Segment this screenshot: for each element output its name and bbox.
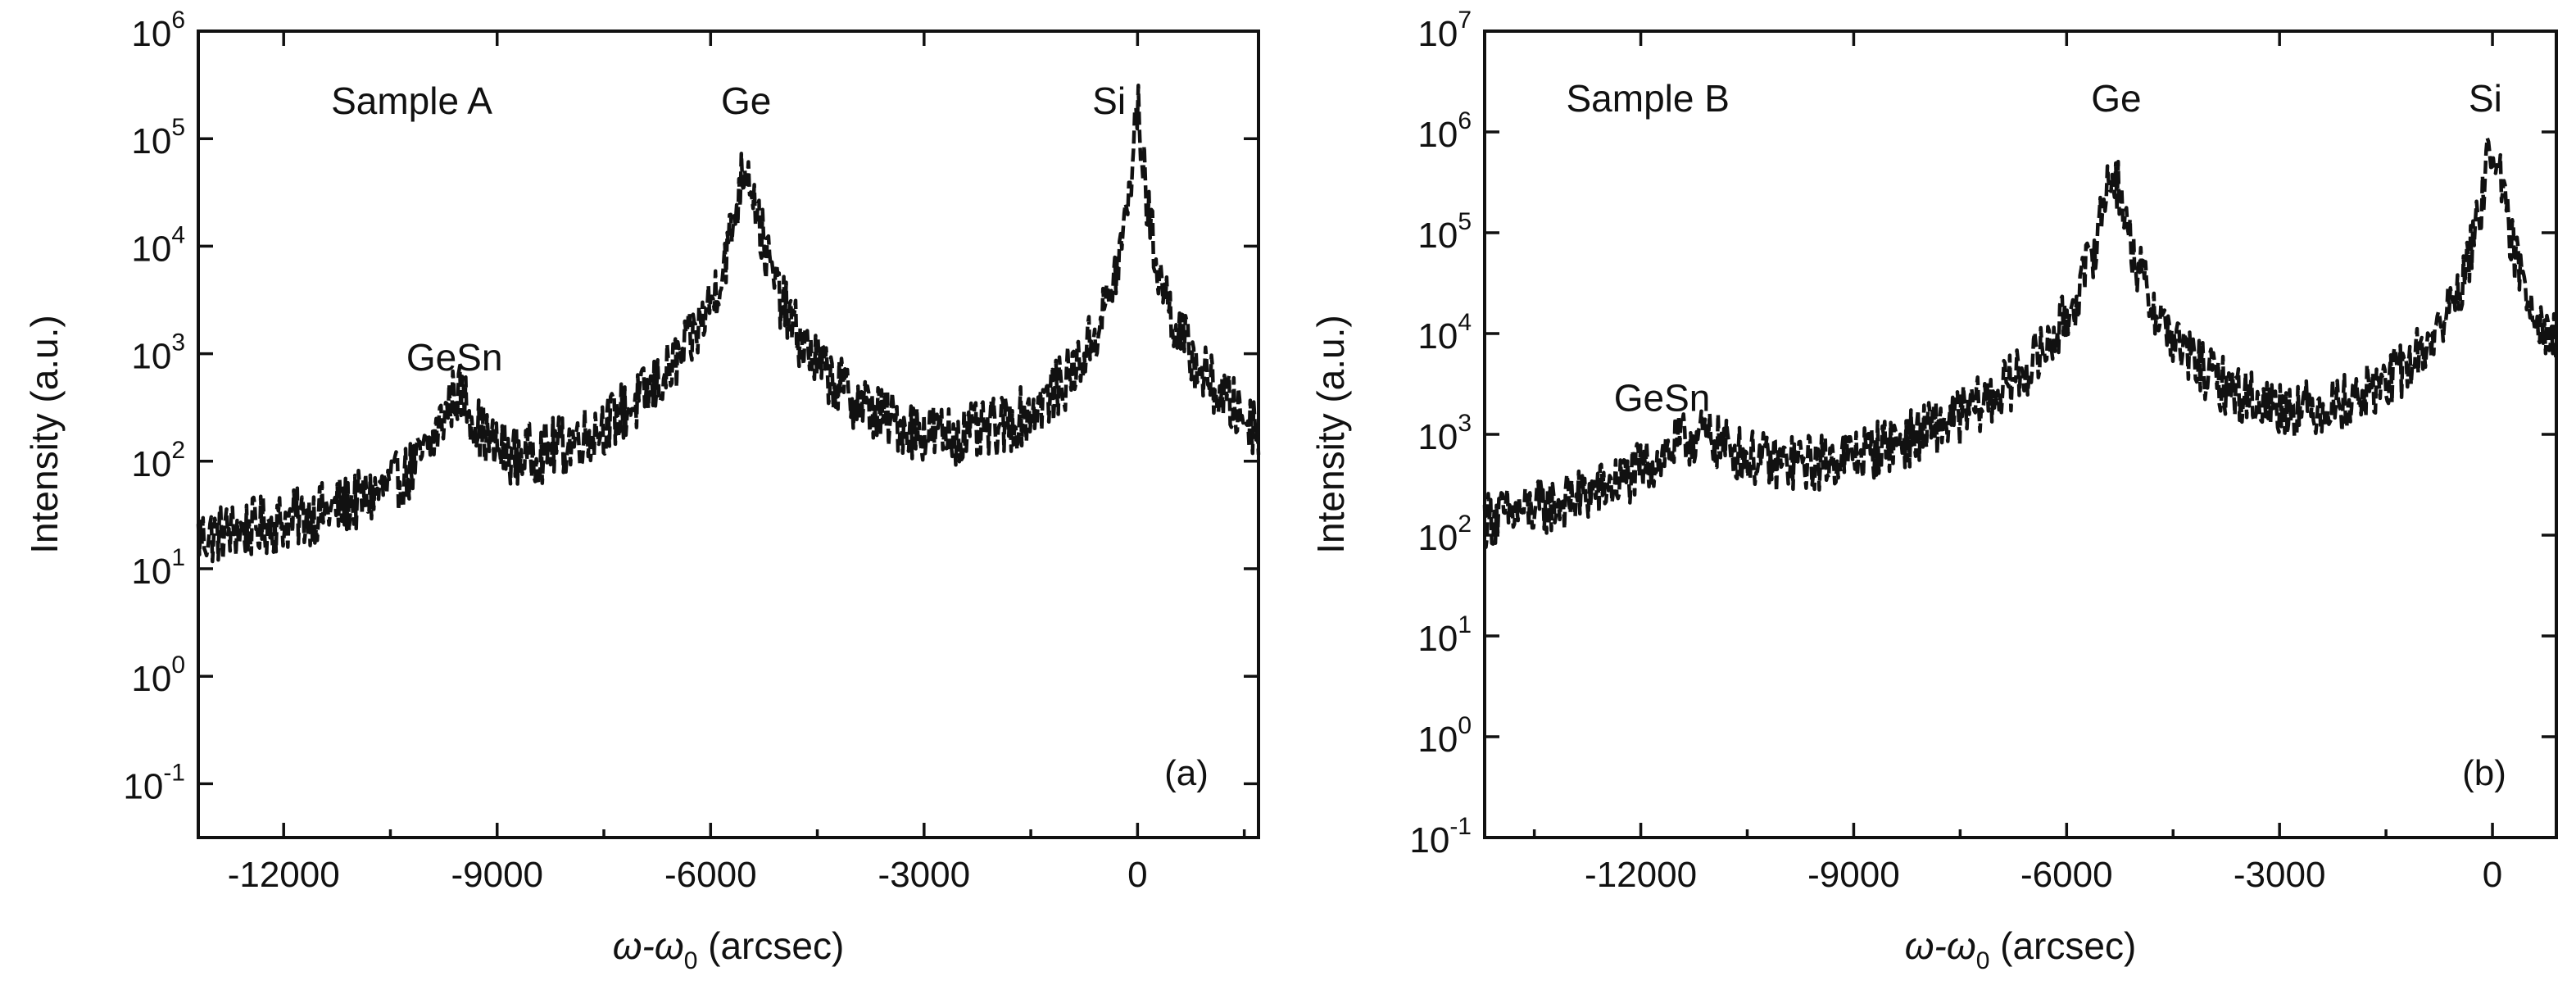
plot-frame — [197, 30, 1260, 839]
y-tick-label: 100 — [1417, 712, 1472, 760]
y-tick-label: 106 — [131, 7, 185, 54]
y-tick-label: 102 — [131, 437, 185, 484]
x-axis-title: ω-ω0 (arcsec) — [613, 924, 845, 974]
x-tick-label: -9000 — [451, 855, 543, 895]
x-tick-label: 0 — [2483, 855, 2502, 895]
y-tick-label: 106 — [1417, 107, 1472, 155]
y-tick-label: 105 — [131, 114, 185, 161]
x-tick-label: -9000 — [1807, 855, 1900, 895]
peak-annotation: GeSn — [1614, 377, 1711, 420]
peak-annotation: Sample A — [331, 79, 492, 122]
peak-annotation: Si — [1092, 79, 1126, 122]
x-tick-label: -12000 — [228, 855, 340, 895]
x-tick-label: -3000 — [878, 855, 971, 895]
panel-label: (a) — [1164, 753, 1209, 793]
peak-annotation: Sample B — [1567, 77, 1730, 120]
x-tick-label: -3000 — [2234, 855, 2326, 895]
peak-annotation: Ge — [2091, 77, 2141, 120]
panel-b: -12000 -9000 -6000 -3000 0 10-1 100 101 102 103 10… — [1309, 7, 2559, 974]
y-tick-label: 10-1 — [1409, 813, 1472, 860]
x-axis-title: ω-ω0 (arcsec) — [1905, 924, 2137, 974]
data-trace — [196, 84, 1261, 564]
y-tick-label: 105 — [1417, 208, 1472, 256]
x-tick-label: 0 — [1127, 855, 1147, 895]
x-tick-label: -12000 — [1585, 855, 1697, 895]
y-tick-label: 107 — [1417, 7, 1472, 54]
panel-a: -12000 -9000 -6000 -3000 0 10-1 100 101 102 103 10… — [23, 7, 1261, 974]
y-tick-label: 104 — [1417, 309, 1472, 356]
peak-annotation: GeSn — [406, 336, 503, 379]
y-axis-title: Intensity (a.u.) — [23, 315, 66, 553]
y-tick-label: 101 — [1417, 611, 1472, 659]
panel-label: (b) — [2462, 753, 2506, 793]
y-tick-label: 101 — [131, 544, 185, 592]
y-tick-label: 104 — [131, 221, 185, 269]
data-trace — [1482, 136, 2559, 549]
y-tick-label: 100 — [131, 652, 185, 699]
plot-frame — [1483, 30, 2558, 839]
y-tick-label: 10-1 — [123, 759, 185, 806]
peak-annotation: Ge — [721, 79, 771, 122]
y-axis-title: Intensity (a.u.) — [1309, 315, 1352, 553]
y-tick-label: 102 — [1417, 511, 1472, 558]
peak-annotation: Si — [2469, 77, 2502, 120]
x-tick-label: -6000 — [2020, 855, 2113, 895]
y-tick-label: 103 — [131, 329, 185, 377]
y-tick-label: 103 — [1417, 410, 1472, 457]
x-tick-label: -6000 — [664, 855, 757, 895]
